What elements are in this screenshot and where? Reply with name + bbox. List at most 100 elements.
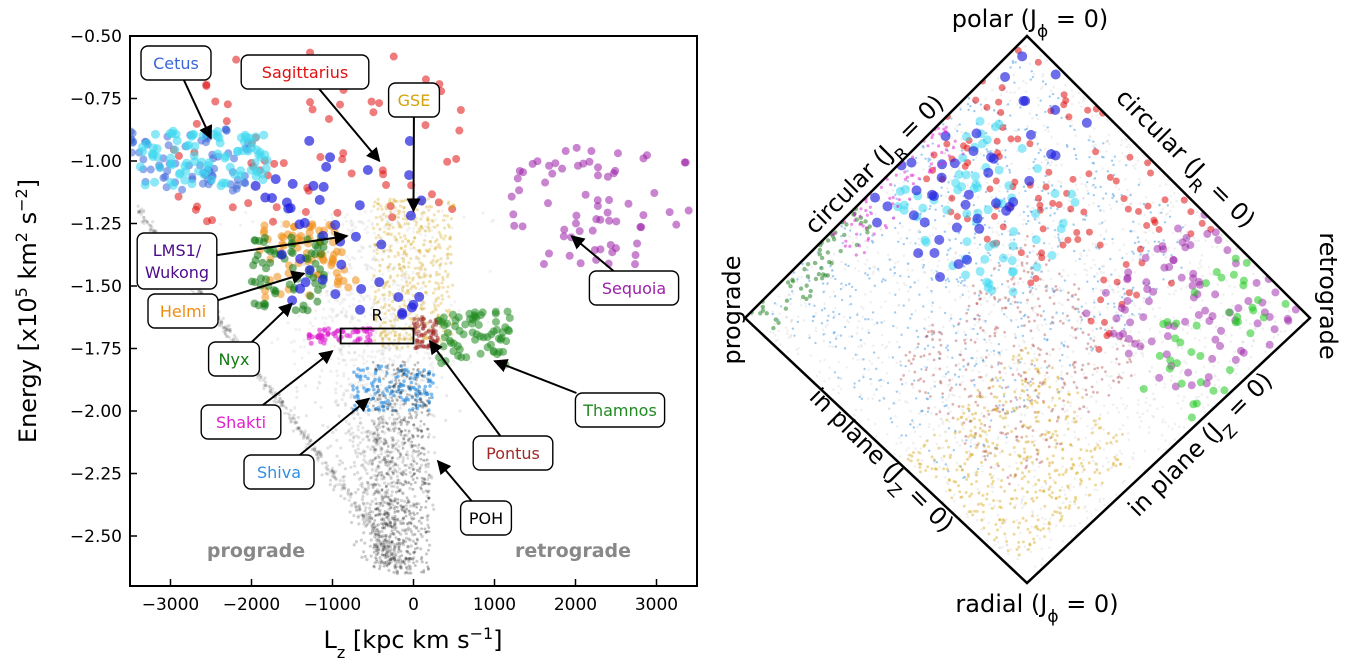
structure-point	[375, 391, 379, 394]
diamond-halo-point	[934, 367, 938, 370]
diamond-halo-point	[1136, 411, 1139, 414]
halo-point	[418, 424, 422, 428]
halo-point	[393, 316, 397, 321]
label-box	[200, 404, 282, 440]
halo-point	[349, 266, 353, 270]
structure-point	[414, 382, 418, 386]
halo-point	[348, 220, 353, 224]
diamond-halo-point	[839, 377, 842, 380]
structure-point	[389, 402, 393, 406]
diamond-halo-point	[1085, 254, 1088, 257]
halo-point	[393, 520, 397, 525]
structure-point	[389, 380, 394, 384]
halo-point	[385, 471, 389, 476]
diamond-halo-point	[960, 130, 963, 134]
halo-point	[341, 358, 345, 362]
halo-point	[346, 493, 351, 497]
halo-point	[347, 428, 351, 432]
diamond-halo-point	[867, 397, 870, 400]
halo-point	[268, 384, 272, 388]
halo-point	[396, 221, 400, 225]
diamond-halo-point	[1091, 430, 1095, 434]
structure-point	[395, 399, 399, 402]
diamond-halo-point	[930, 269, 933, 272]
structure-point	[594, 163, 603, 172]
structure-point	[438, 246, 442, 250]
halo-point	[363, 541, 367, 545]
diamond-halo-point	[1017, 86, 1021, 90]
halo-point	[387, 513, 391, 518]
diamond-halo-point	[880, 333, 884, 337]
halo-point	[290, 416, 294, 420]
diamond-halo-point	[860, 358, 863, 361]
halo-point	[264, 384, 268, 388]
structure-point	[442, 213, 447, 218]
structure-point	[515, 186, 524, 195]
halo-point	[384, 534, 388, 538]
structure-point	[344, 283, 353, 292]
structure-point	[424, 481, 428, 485]
halo-point	[361, 494, 365, 499]
halo-point	[389, 524, 393, 528]
diamond-halo-point	[871, 272, 875, 276]
halo-point	[406, 357, 411, 361]
structure-point	[421, 401, 425, 404]
diamond-halo-point	[1074, 183, 1078, 186]
diamond-halo-point	[990, 363, 993, 367]
structure-point	[362, 164, 373, 175]
diamond-halo-point	[1102, 428, 1105, 431]
halo-point	[238, 223, 243, 227]
halo-point	[268, 388, 273, 392]
halo-point	[377, 523, 381, 527]
halo-point	[357, 514, 361, 518]
halo-point	[396, 509, 400, 513]
diamond-halo-point	[944, 489, 948, 493]
diamond-halo-point	[1028, 62, 1032, 66]
structure-point	[426, 565, 430, 569]
diamond-halo-point	[787, 293, 790, 297]
structure-point	[421, 121, 430, 130]
diamond-halo-point	[986, 150, 990, 154]
structure-point	[596, 245, 605, 254]
diamond-halo-point	[1049, 163, 1052, 167]
halo-point	[318, 375, 322, 379]
structure-point	[397, 531, 401, 534]
halo-point	[141, 219, 145, 223]
halo-point	[399, 532, 403, 536]
structure-point	[130, 148, 136, 157]
diamond-halo-point	[1030, 329, 1033, 333]
halo-point	[351, 440, 355, 444]
halo-point	[423, 268, 428, 272]
structure-point	[394, 463, 397, 466]
diamond-halo-point	[940, 396, 944, 399]
diamond-halo-point	[995, 499, 999, 502]
diamond-halo-point	[1096, 488, 1099, 492]
structure-point	[295, 283, 306, 294]
halo-point	[420, 463, 424, 467]
halo-point	[362, 378, 366, 383]
structure-point	[401, 559, 405, 563]
halo-point	[327, 271, 331, 275]
halo-point	[410, 465, 414, 469]
halo-point	[372, 565, 376, 569]
label-box	[140, 45, 212, 81]
structure-point	[541, 178, 550, 187]
diamond-halo-point	[831, 388, 835, 391]
halo-point	[338, 459, 342, 463]
halo-point	[379, 311, 383, 315]
structure-point	[385, 214, 389, 218]
structure-point	[384, 556, 388, 560]
diamond-halo-point	[1283, 329, 1287, 333]
halo-point	[386, 522, 390, 526]
diamond-halo-point	[1097, 222, 1101, 226]
structure-point	[249, 261, 258, 270]
diamond-halo-point	[1193, 236, 1196, 240]
structure-point	[399, 423, 403, 427]
diamond-halo-point	[879, 305, 883, 309]
halo-point	[384, 522, 388, 526]
halo-point	[393, 566, 398, 570]
diamond-halo-point	[1014, 318, 1018, 321]
halo-point	[385, 549, 389, 553]
structure-point	[443, 328, 452, 337]
diamond-halo-point	[907, 297, 911, 301]
